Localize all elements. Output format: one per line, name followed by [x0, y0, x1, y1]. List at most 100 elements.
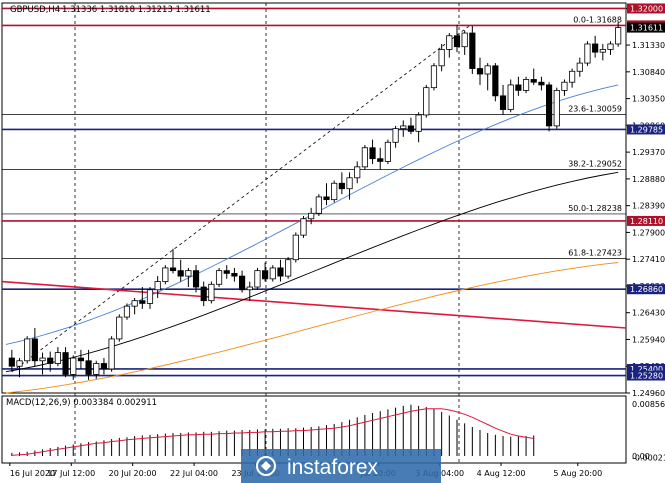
macd-tick-label: 0.008566 — [632, 400, 665, 409]
candle-body — [576, 62, 583, 72]
x-tick-label: 17 Jul 12:00 — [47, 469, 95, 478]
y-tick-label: 1.28390 — [632, 202, 665, 211]
candle-body — [484, 65, 491, 75]
y-tick-label: 1.28880 — [632, 175, 665, 184]
candle-body — [131, 300, 138, 307]
y-tick-label: 1.25940 — [632, 335, 665, 344]
candle-body — [231, 272, 238, 277]
moving-average-2 — [5, 262, 619, 394]
candle-body — [269, 267, 276, 280]
candle-body — [123, 305, 131, 318]
candle-body — [415, 114, 422, 132]
level-price-tag — [627, 215, 665, 226]
candle-body — [62, 352, 69, 375]
candle-body — [461, 32, 468, 48]
current-price-label: 1.31611 — [630, 24, 663, 33]
candle-body — [438, 49, 445, 67]
candle-body — [384, 141, 391, 162]
y-tick-label: 1.29370 — [632, 148, 665, 157]
candle-body — [100, 363, 108, 370]
level-price-label: 1.32000 — [630, 4, 663, 13]
candle-body — [338, 182, 345, 190]
candle-body — [292, 234, 299, 261]
candle-body — [154, 281, 161, 291]
candle-body — [561, 81, 568, 91]
fibonacci-label: 38.2-1.29052 — [568, 159, 622, 168]
ohlc-readout: 1.31336 1.31818 1.31213 1.31611 — [62, 5, 211, 15]
candle-body — [546, 84, 553, 127]
candle-body — [93, 363, 100, 375]
candle-body — [392, 128, 399, 143]
candle-body — [47, 357, 54, 364]
descending-trendline — [1, 280, 627, 329]
y-tick-label: 1.27410 — [632, 255, 665, 264]
y-tick-label: 1.26430 — [632, 309, 665, 318]
macd-panel — [11, 404, 535, 456]
candle-body — [24, 338, 31, 362]
candle-body — [200, 286, 207, 302]
x-tick-label: 22 Jul 04:00 — [170, 469, 218, 478]
fibonacci-baseline — [11, 24, 471, 373]
level-price-tag — [627, 363, 665, 374]
x-tick-label: 20 Jul 20:00 — [109, 469, 157, 478]
candle-body — [192, 270, 200, 288]
x-tick-label: 4 Aug 12:00 — [477, 469, 526, 478]
candle-body — [215, 270, 223, 285]
candle-body — [354, 166, 361, 179]
candle-body — [522, 79, 530, 91]
fibonacci-label: 61.8-1.27423 — [568, 248, 622, 257]
candle-body — [331, 182, 338, 201]
candle-body — [400, 125, 407, 130]
candle-body — [361, 147, 368, 168]
candle-body — [277, 267, 284, 277]
candle-body — [116, 316, 123, 340]
fibonacci-label: 50.0-1.28238 — [568, 204, 622, 213]
candle-body — [54, 352, 61, 364]
level-price-label: 1.25400 — [630, 365, 663, 374]
candle-body — [162, 267, 169, 282]
level-price-label: 1.25280 — [630, 372, 663, 381]
macd-label: MACD(12,26,9) 0.003384 0.002911 — [6, 398, 157, 408]
candle-body — [39, 357, 46, 362]
candle-body — [77, 357, 84, 362]
candle-body — [323, 196, 330, 201]
candle-body — [346, 177, 353, 190]
candle-body — [453, 35, 461, 48]
candle-body — [315, 196, 322, 214]
candle-body — [407, 125, 415, 132]
level-price-tag — [627, 370, 665, 381]
price-panel: 0.0-1.31688 23.6-1.30059 38.2-1.29052 50.0-… — [1, 7, 627, 394]
level-price-tag — [627, 284, 665, 295]
candle-body — [607, 43, 614, 50]
candle-body — [530, 79, 537, 83]
symbol-label: GBPUSD,H4 — [10, 5, 60, 15]
current-price-tag — [627, 22, 665, 33]
y-tick-label: 1.30840 — [632, 68, 665, 77]
fibonacci-label: 0.0-1.31688 — [573, 16, 622, 25]
candle-body — [177, 270, 184, 277]
y-tick-label: 1.31330 — [632, 41, 665, 50]
candle-body — [146, 289, 154, 304]
candle-body — [8, 357, 15, 367]
candle-body — [377, 158, 384, 162]
candle-body — [553, 89, 560, 127]
candle-body — [599, 49, 606, 53]
candle-body — [108, 338, 115, 370]
fibonacci-label: 23.6-1.30059 — [568, 104, 622, 113]
candle-body — [369, 147, 376, 160]
candle-body — [239, 275, 246, 291]
candle-body — [223, 270, 230, 274]
y-tick-label: 1.27900 — [632, 228, 665, 237]
candle-body — [169, 267, 177, 272]
candle-body — [16, 360, 23, 367]
candle-body — [538, 81, 545, 86]
level-price-tag — [627, 124, 665, 135]
x-tick-label: 16 Jul 2020 — [10, 469, 55, 478]
candle-body — [584, 43, 591, 64]
candle-body — [185, 270, 192, 277]
candle-body — [569, 70, 576, 83]
brand-text: instaforex — [287, 456, 379, 479]
instaforex-logo-icon — [256, 456, 276, 476]
candle-body — [262, 270, 269, 280]
